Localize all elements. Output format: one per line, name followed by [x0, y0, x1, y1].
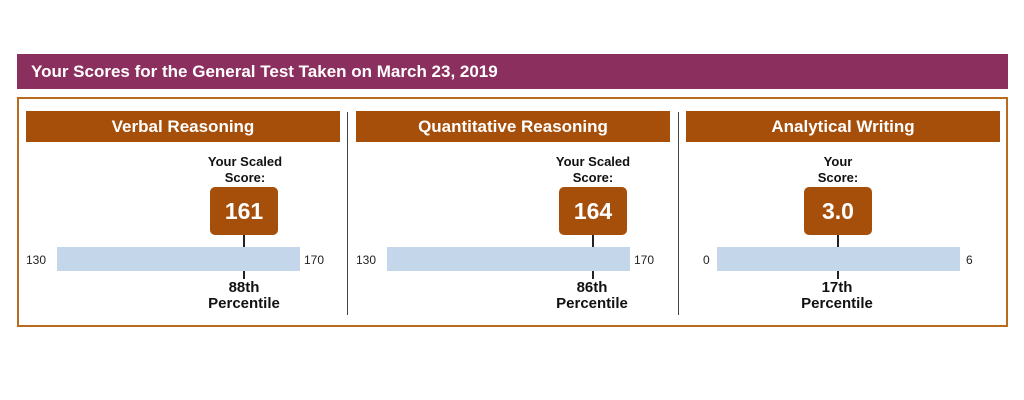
scale-max-label: 170 — [304, 253, 325, 267]
percentile-label: 88th Percentile — [208, 279, 280, 312]
scale-min-label: 0 — [703, 253, 710, 267]
score-scale-bar — [387, 247, 630, 271]
section-divider — [347, 112, 348, 315]
scaled-score-box: 164 — [559, 187, 627, 235]
score-scale-bar — [717, 247, 960, 271]
scale-min-label: 130 — [356, 253, 377, 267]
scores-banner: Your Scores for the General Test Taken o… — [17, 54, 1008, 89]
scores-frame — [17, 97, 1008, 327]
section-title: Analytical Writing — [686, 111, 1000, 142]
verbal-reasoning-section: Verbal Reasoning Your Scaled Score: 161 … — [26, 111, 340, 321]
scale-max-label: 170 — [634, 253, 655, 267]
percentile-label: 86th Percentile — [556, 279, 628, 312]
analytical-writing-section: Analytical Writing Your Score: 3.0 0 6 1… — [686, 111, 1000, 321]
score-scale-bar — [57, 247, 300, 271]
percentile-label: 17th Percentile — [801, 279, 873, 312]
scaled-score-box: 161 — [210, 187, 278, 235]
section-title: Verbal Reasoning — [26, 111, 340, 142]
scaled-score-box: 3.0 — [804, 187, 872, 235]
score-label: Your Scaled Score: — [555, 154, 631, 185]
scale-max-label: 6 — [966, 253, 973, 267]
quantitative-reasoning-section: Quantitative Reasoning Your Scaled Score… — [356, 111, 670, 321]
section-divider — [678, 112, 679, 315]
score-label: Your Scaled Score: — [207, 154, 283, 185]
score-label: Your Score: — [817, 154, 859, 185]
section-title: Quantitative Reasoning — [356, 111, 670, 142]
scale-min-label: 130 — [26, 253, 47, 267]
